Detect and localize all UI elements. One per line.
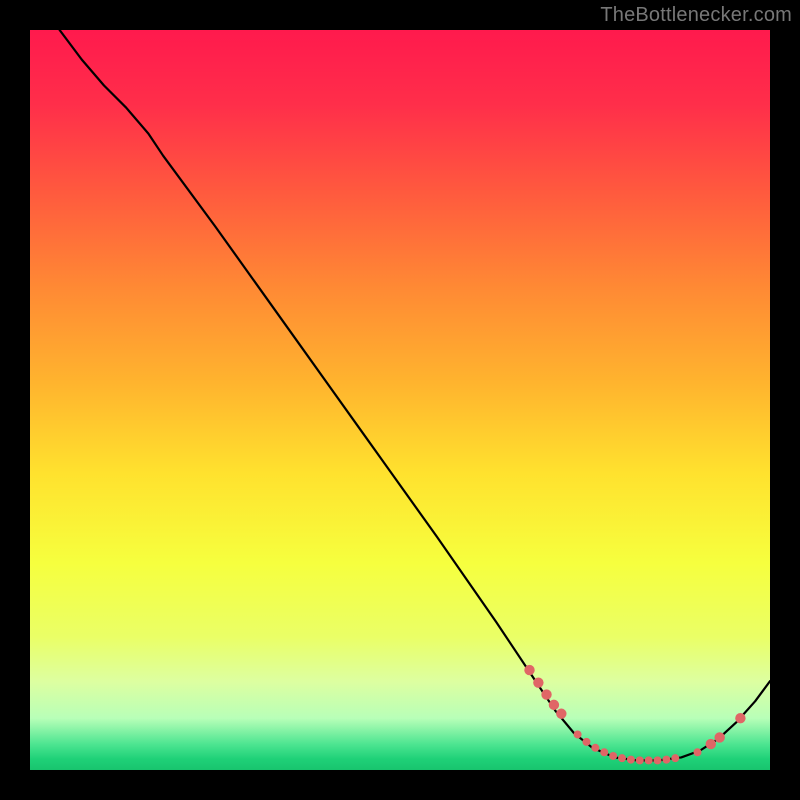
marker-point [645, 756, 653, 764]
marker-point [549, 700, 559, 710]
marker-point [574, 730, 582, 738]
marker-point [609, 752, 617, 760]
bottleneck-chart [30, 30, 770, 770]
marker-point [636, 756, 644, 764]
curve-markers [524, 665, 745, 764]
marker-point [693, 748, 701, 756]
marker-point [627, 756, 635, 764]
marker-point [541, 689, 551, 699]
marker-point [591, 744, 599, 752]
bottleneck-curve [60, 30, 770, 760]
marker-point [714, 732, 724, 742]
marker-point [582, 738, 590, 746]
marker-point [533, 677, 543, 687]
marker-point [600, 748, 608, 756]
marker-point [524, 665, 534, 675]
marker-point [556, 709, 566, 719]
watermark-text: TheBottlenecker.com [600, 4, 792, 27]
marker-point [671, 754, 679, 762]
marker-point [735, 713, 745, 723]
marker-point [618, 754, 626, 762]
marker-point [662, 756, 670, 764]
chart-curve-layer [30, 30, 770, 770]
marker-point [654, 756, 662, 764]
marker-point [706, 739, 716, 749]
